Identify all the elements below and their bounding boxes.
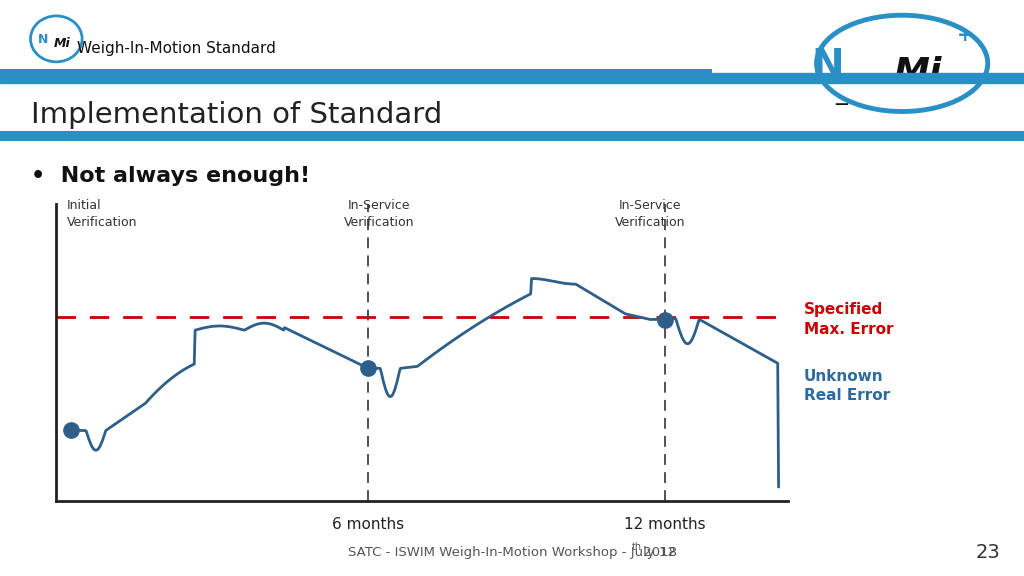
Text: Initial
Verification: Initial Verification — [67, 199, 137, 229]
Text: N: N — [38, 33, 48, 47]
Text: In-Service
Verification: In-Service Verification — [344, 199, 414, 229]
Text: In-Service
Verification: In-Service Verification — [615, 199, 685, 229]
Text: Weigh-In-Motion Standard: Weigh-In-Motion Standard — [77, 41, 275, 56]
Text: +: + — [957, 26, 974, 45]
Text: Mi: Mi — [894, 56, 942, 90]
Text: Mi: Mi — [54, 37, 71, 50]
Text: SATC - ISWIM Weigh-In-Motion Workshop - July 12: SATC - ISWIM Weigh-In-Motion Workshop - … — [348, 547, 676, 559]
Text: —: — — [835, 97, 848, 111]
Text: 23: 23 — [976, 544, 1000, 562]
Text: Unknown
Real Error: Unknown Real Error — [804, 369, 890, 403]
Text: Implementation of Standard: Implementation of Standard — [31, 101, 442, 129]
Text: •  Not always enough!: • Not always enough! — [31, 166, 310, 185]
Text: N: N — [811, 47, 844, 85]
Text: 6 months: 6 months — [332, 517, 404, 532]
Text: th: th — [632, 542, 642, 552]
Text: Specified
Max. Error: Specified Max. Error — [804, 302, 893, 337]
Text: 2018: 2018 — [639, 547, 677, 559]
Text: 12 months: 12 months — [624, 517, 706, 532]
